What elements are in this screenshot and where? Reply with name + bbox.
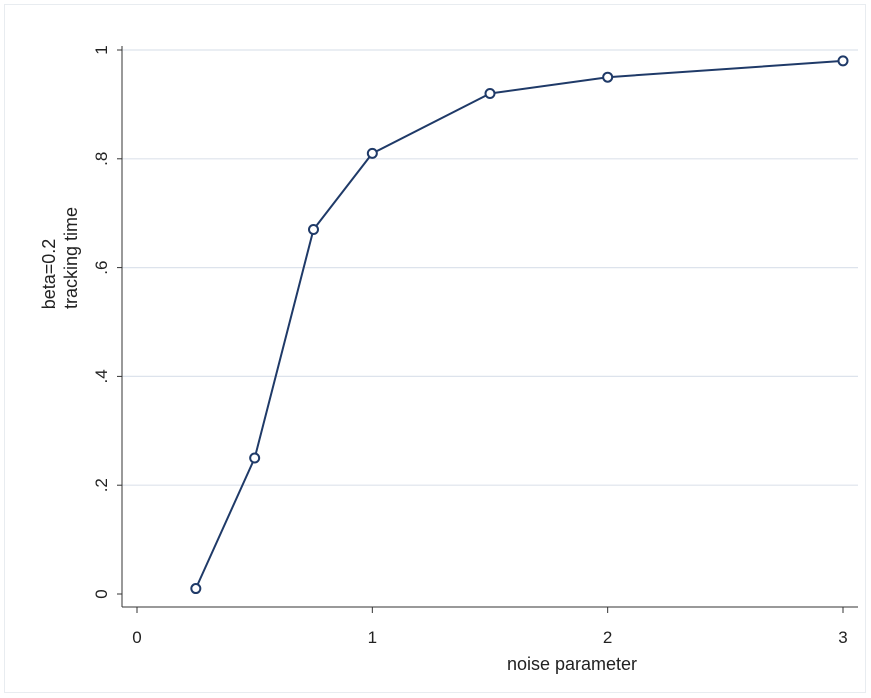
data-point-1	[249, 452, 261, 464]
axis-titles: noise parameter beta=0.2 tracking time	[39, 207, 637, 674]
data-point-0	[190, 583, 202, 595]
gridlines	[122, 49, 858, 486]
y-tick-label-3: .6	[92, 261, 111, 275]
y-tick-label-2: .4	[92, 369, 111, 383]
data-point-6	[837, 55, 849, 67]
x-tick-label-2: 2	[603, 628, 612, 647]
y-tick-label-1: .2	[92, 478, 111, 492]
y-tick-label-5: 1	[92, 45, 111, 54]
y-axis-title-line-2: tracking time	[61, 207, 81, 309]
x-tick-label-3: 3	[838, 628, 847, 647]
data-point-2	[308, 224, 319, 236]
y-tick-label-0: 0	[92, 589, 111, 598]
x-tick-label-1: 1	[368, 628, 377, 647]
series	[190, 55, 849, 595]
axes	[121, 46, 858, 608]
chart-frame	[4, 4, 866, 693]
x-tick-label-0: 0	[132, 628, 141, 647]
x-axis-title: noise parameter	[507, 654, 637, 674]
series-line-0	[194, 59, 844, 590]
data-point-5	[602, 71, 614, 83]
y-axis-title-line-1: beta=0.2	[39, 239, 59, 310]
data-point-4	[484, 88, 496, 100]
data-point-3	[366, 147, 378, 159]
y-tick-label-4: .8	[92, 152, 111, 166]
ticks: 0 .2 .4 .6 .8 1 0 1 2 3	[92, 45, 848, 647]
